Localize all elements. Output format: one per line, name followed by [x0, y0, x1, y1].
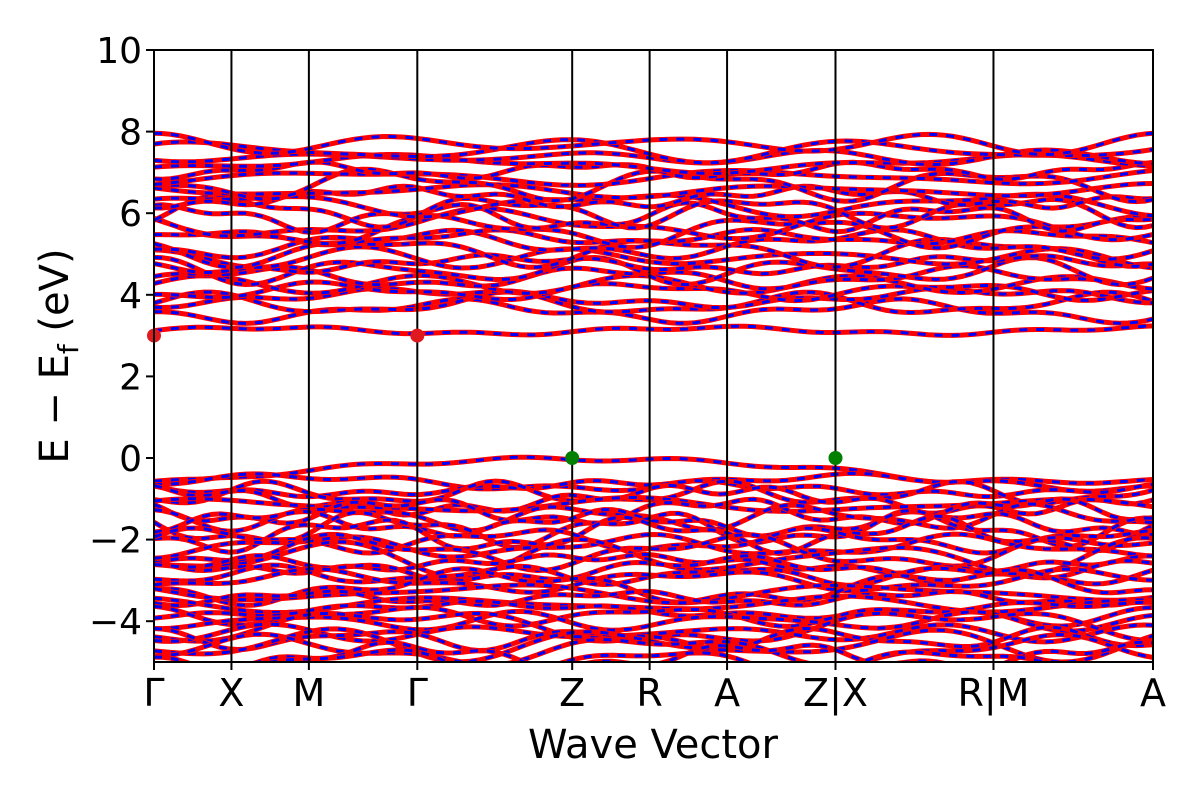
conduction-band-spin-down-23	[154, 148, 1153, 166]
valence-band-max-marker-0	[565, 451, 580, 465]
y-axis-ticks: −4 −2 0 2 4 6 8 10	[89, 31, 154, 643]
x-axis-title: Wave Vector	[528, 722, 779, 768]
valence-band-spin-down-27	[154, 625, 1153, 653]
conduction-band-spin-down-2	[154, 286, 1153, 310]
valence-band-spin-down-22	[154, 599, 1153, 620]
kpoint-label-2: M	[292, 671, 325, 715]
kpoint-divider-group	[230, 50, 995, 662]
y-tick-label-5: 6	[119, 194, 142, 235]
valence-band-spin-down-25	[154, 611, 1153, 643]
kpoint-label-9: A	[1140, 671, 1166, 715]
y-tick-label-3: 2	[119, 357, 142, 398]
x-axis-kpoint-labels: Γ X M Γ Z R A Z|X R|M A	[143, 662, 1166, 716]
y-tick-label-6: 8	[119, 113, 142, 154]
kpoint-label-6: A	[714, 671, 740, 715]
conduction-band-spin-down-8	[154, 245, 1153, 270]
kpoint-label-1: X	[218, 671, 244, 715]
kpoint-label-3: Γ	[407, 671, 428, 715]
conduction-band-spin-down-12	[154, 213, 1153, 250]
y-axis-title-main: E − E	[32, 354, 78, 464]
valence-band-spin-down-29	[154, 632, 1153, 662]
y-tick-label-7: 10	[96, 31, 142, 72]
band-edge-markers	[147, 328, 843, 465]
conduction-band-spin-down-16	[154, 192, 1153, 219]
conduction-band-spin-down-18	[154, 182, 1153, 200]
plot-frame	[153, 49, 1154, 663]
conduction-band-min-marker-1	[410, 328, 425, 343]
valence-band-spin-up-24	[154, 608, 1153, 634]
conduction-band-spin-up-25	[154, 130, 1153, 158]
y-tick-label-4: 4	[119, 276, 142, 317]
conduction-band-spin-down-24	[154, 138, 1153, 165]
y-tick-label-2: 0	[119, 439, 142, 480]
valence-band-spin-down-13	[154, 536, 1153, 580]
conduction-band-spin-down-25	[154, 131, 1153, 157]
conduction-band-spin-down-20	[154, 169, 1153, 187]
valence-band-spin-down-19	[154, 583, 1153, 605]
conduction-band-spin-down-11	[154, 227, 1153, 247]
valence-band-spin-down-1	[154, 479, 1153, 499]
conduction-band-spin-down-1	[154, 290, 1153, 315]
y-axis-title-subscript: f	[52, 343, 85, 354]
y-tick-label-1: −2	[89, 521, 142, 562]
valence-band-spin-down-20	[154, 589, 1153, 608]
valence-band-spin-down-26	[154, 622, 1153, 644]
valence-band-spin-down-18	[154, 567, 1153, 607]
valence-band-spin-up-11	[154, 531, 1153, 561]
valence-band-spin-down-17	[154, 567, 1153, 594]
kpoint-label-8: R|M	[957, 671, 1029, 716]
conduction-band-spin-down-14	[154, 201, 1153, 234]
valence-band-spin-down-31	[263, 648, 1049, 662]
valence-band-max-marker-1	[828, 451, 843, 465]
conduction-edge-spin-down	[154, 324, 1153, 337]
conduction-band-spin-down-15	[154, 194, 1153, 230]
conduction-band-spin-up-10	[154, 227, 1153, 262]
kpoint-label-7: Z|X	[803, 671, 868, 716]
valence-band-spin-down-12	[154, 532, 1153, 573]
valence-band-spin-down-0	[154, 471, 1153, 493]
y-axis-title-unit: (eV)	[32, 248, 78, 344]
kpoint-label-5: R	[636, 671, 662, 715]
bands-group	[154, 130, 1153, 662]
y-tick-label-0: −4	[89, 602, 142, 643]
conduction-band-spin-down-3	[154, 280, 1153, 303]
kpoint-label-4: Z	[559, 671, 585, 715]
conduction-band-spin-down-6	[154, 255, 1153, 287]
y-axis-title: E − Ef (eV)	[32, 248, 85, 463]
valence-band-spin-down-7	[154, 508, 1153, 538]
kpoint-label-0: Γ	[143, 671, 164, 715]
